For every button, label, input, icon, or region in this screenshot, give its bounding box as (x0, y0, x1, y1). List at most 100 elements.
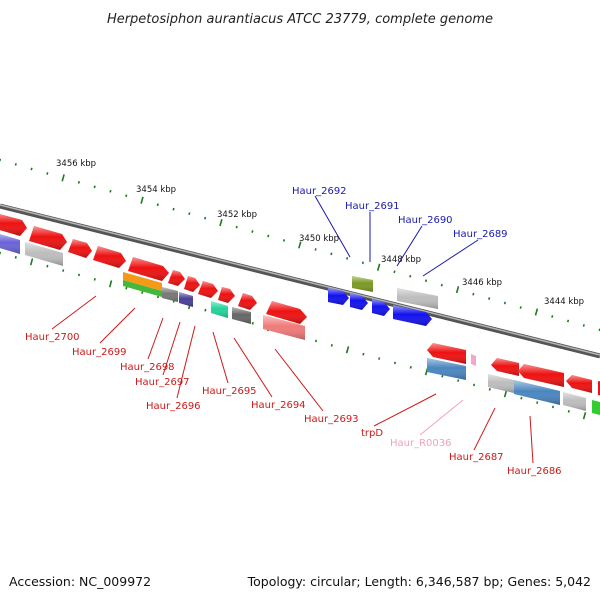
gene-feature[interactable] (518, 364, 564, 387)
scale-dot (378, 357, 381, 360)
scale-tick (298, 241, 302, 249)
gene-feature[interactable] (184, 276, 200, 292)
leader-line (419, 399, 464, 436)
gene-feature[interactable] (238, 293, 257, 310)
gene-feature[interactable] (352, 276, 373, 292)
gene-label-haur-2692[interactable]: Haur_2692 (292, 186, 347, 197)
gene-feature[interactable] (427, 358, 466, 380)
leader-line (274, 348, 324, 412)
gene-label-haur-r0036[interactable]: Haur_R0036 (390, 438, 452, 449)
leader-line (162, 321, 181, 376)
upper-scale-track (0, 158, 600, 332)
gene-label-haur-2695[interactable]: Haur_2695 (202, 386, 257, 397)
gene-feature[interactable] (232, 307, 251, 324)
gene-labels: Haur_2692 Haur_2691 Haur_2690 Haur_2689 … (25, 186, 562, 477)
scale-dot (409, 274, 412, 278)
gene-feature[interactable] (93, 246, 126, 268)
scale-dot (188, 212, 191, 216)
leader-line (176, 325, 196, 399)
leader-line (396, 225, 423, 267)
gene-feature[interactable] (123, 272, 162, 291)
gene-label-haur-2693[interactable]: Haur_2693 (304, 414, 359, 425)
gene-feature[interactable] (328, 288, 349, 305)
gene-label-haur-2699[interactable]: Haur_2699 (72, 347, 127, 358)
scale-dot (520, 396, 523, 400)
gene-feature[interactable] (563, 392, 586, 411)
scale-dot (93, 277, 96, 281)
gene-feature[interactable] (397, 288, 438, 309)
gene-feature[interactable] (514, 380, 560, 405)
gene-label-haur-2687[interactable]: Haur_2687 (449, 452, 504, 463)
gene-feature[interactable] (218, 287, 235, 303)
gene-feature[interactable] (168, 270, 185, 286)
gene-feature[interactable] (68, 239, 92, 258)
gene-feature[interactable] (350, 293, 368, 310)
tick-label-3452: 3452 kbp (217, 210, 257, 220)
gene-feature[interactable] (123, 280, 162, 297)
gene-label-haur-2696[interactable]: Haur_2696 (146, 401, 201, 412)
gene-feature[interactable] (566, 375, 592, 393)
scale-dot (488, 297, 491, 300)
gene-feature[interactable] (471, 354, 476, 366)
scale-dot (330, 252, 333, 256)
gene-feature[interactable] (263, 315, 305, 340)
gene-label-haur-2698[interactable]: Haur_2698 (120, 362, 175, 373)
gene-feature[interactable] (0, 213, 27, 236)
gene-features[interactable] (0, 213, 600, 416)
scale-dot (457, 379, 460, 382)
gene-feature[interactable] (488, 374, 514, 393)
tick-label-3446: 3446 kbp (462, 278, 502, 288)
scale-tick (345, 346, 350, 354)
gene-feature[interactable] (198, 281, 218, 298)
scale-dot (46, 264, 49, 268)
gene-feature[interactable] (393, 305, 432, 326)
scale-dot (251, 230, 254, 233)
scale-dot (582, 324, 585, 327)
scale-tick (108, 280, 113, 288)
scale-dot (424, 279, 428, 283)
gene-feature[interactable] (211, 301, 228, 318)
gene-label-haur-2694[interactable]: Haur_2694 (251, 400, 306, 411)
gene-feature[interactable] (0, 233, 20, 254)
gene-label-haur-2700[interactable]: Haur_2700 (25, 332, 80, 343)
scale-dot (503, 301, 507, 305)
scale-dot (536, 401, 539, 404)
gene-feature[interactable] (592, 400, 600, 416)
scale-dot (393, 270, 396, 274)
gene-label-haur-2697[interactable]: Haur_2697 (135, 377, 190, 388)
gene-feature[interactable] (179, 292, 193, 307)
gene-feature[interactable] (427, 343, 466, 364)
scale-dot (472, 292, 475, 296)
leader-line (422, 239, 479, 277)
scale-dot (172, 207, 175, 211)
scale-dot (14, 163, 17, 166)
gene-feature[interactable] (29, 226, 67, 250)
scale-dot (156, 295, 160, 299)
leader-line (99, 307, 136, 344)
scale-dot (204, 216, 207, 220)
gene-label-haur-2691[interactable]: Haur_2691 (345, 201, 400, 212)
scale-dot (519, 306, 522, 309)
genome-backbone (0, 203, 600, 359)
gene-feature[interactable] (128, 257, 169, 281)
tick-label-3454: 3454 kbp (136, 185, 176, 195)
scale-dot (156, 203, 159, 207)
scale-dot (566, 319, 570, 323)
scale-dot (93, 185, 96, 189)
scale-dot (409, 365, 412, 369)
gene-feature[interactable] (25, 242, 63, 266)
scale-dot (362, 352, 365, 356)
gene-feature[interactable] (266, 301, 307, 324)
gene-feature[interactable] (491, 358, 519, 376)
gene-feature[interactable] (372, 299, 390, 316)
scale-tick (61, 174, 65, 182)
scale-tick (219, 218, 223, 227)
gene-label-haur-2690[interactable]: Haur_2690 (398, 215, 453, 226)
gene-label-haur-2689[interactable]: Haur_2689 (453, 229, 508, 240)
scale-dot (141, 291, 144, 294)
gene-feature[interactable] (162, 287, 178, 302)
gene-label-haur-2686[interactable]: Haur_2686 (507, 466, 562, 477)
scale-dot (62, 269, 65, 272)
scale-tick (503, 390, 508, 398)
gene-label-trpd[interactable]: trpD (361, 428, 383, 439)
